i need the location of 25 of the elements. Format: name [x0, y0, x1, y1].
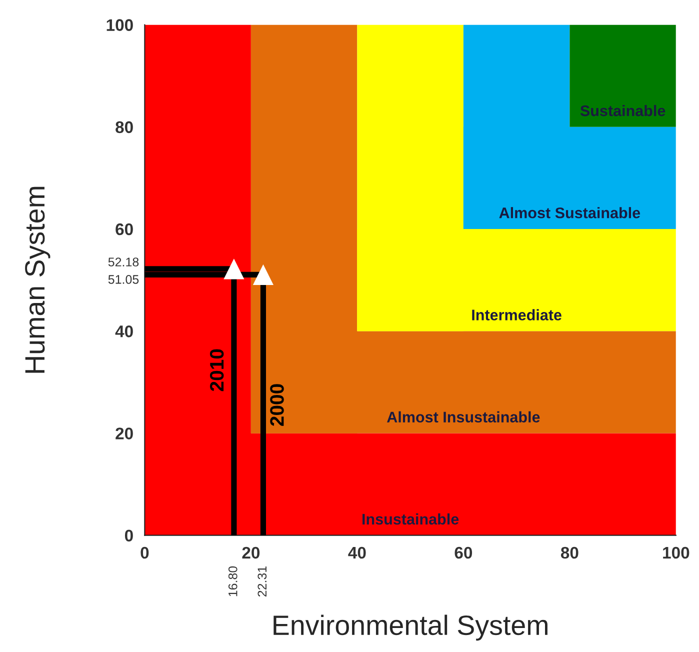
- text: 2010: [210, 349, 224, 392]
- text: 2000: [270, 384, 284, 426]
- y-axis-title: Human System: [25, 186, 50, 373]
- text: 52.18: [108, 258, 139, 266]
- band-label: Insustainable: [362, 513, 459, 525]
- x-tick-label: 40: [348, 546, 366, 559]
- y-tick-label: 100: [106, 19, 133, 31]
- y-tick-label: 20: [116, 428, 133, 440]
- x-axis-title: Environmental System: [274, 614, 548, 641]
- band-label: Intermediate: [472, 309, 562, 320]
- text: 51.05: [108, 275, 139, 284]
- x-tick-label: 20: [242, 546, 260, 559]
- band-label: Almost Insustainable: [386, 411, 540, 423]
- x-tick-label: 60: [454, 546, 472, 559]
- x-tick-label: 0: [140, 546, 149, 559]
- y-tick-label: 80: [116, 121, 133, 134]
- text: 22.31: [258, 566, 267, 596]
- y-tick-label: 60: [116, 223, 133, 236]
- band-label: Almost Sustainable: [499, 207, 640, 218]
- text: 16.80: [228, 566, 238, 596]
- y-tick-label: 0: [124, 530, 133, 542]
- x-tick-label: 100: [663, 546, 690, 559]
- x-tick-label: 80: [560, 546, 578, 559]
- band-label: Sustainable: [580, 104, 666, 116]
- y-tick-label: 40: [115, 325, 133, 338]
